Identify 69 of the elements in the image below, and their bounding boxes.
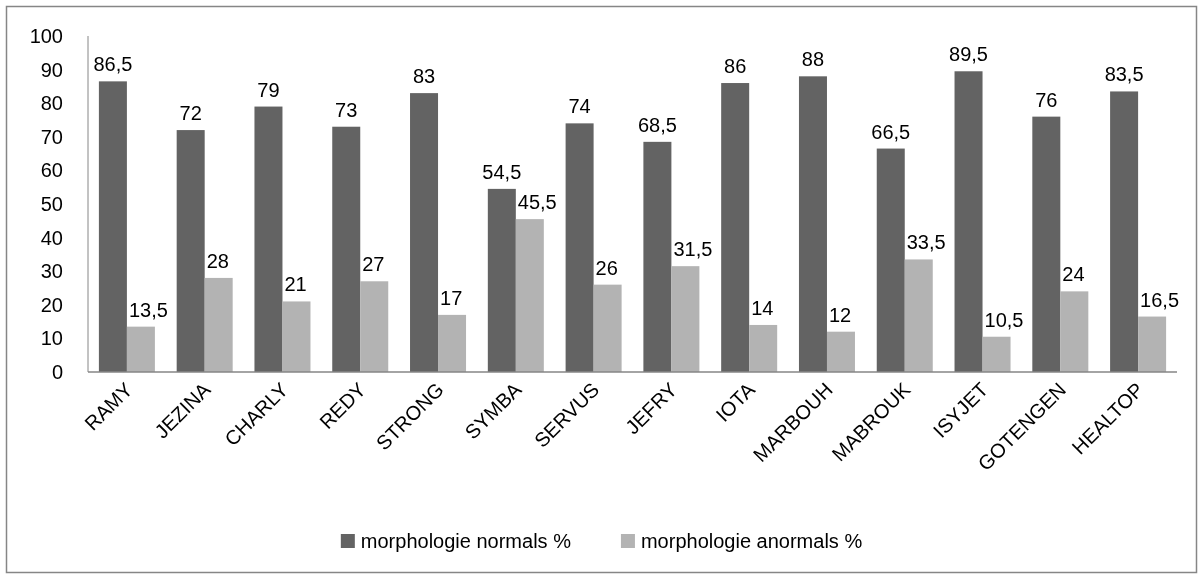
bar: [126, 326, 155, 372]
bar: [1032, 116, 1061, 372]
data-label: 12: [828, 303, 852, 326]
y-tick-label: 90: [40, 58, 63, 81]
y-tick-label: 80: [40, 92, 63, 115]
data-label: 45,5: [517, 191, 557, 214]
data-label: 10,5: [984, 308, 1024, 331]
data-label: 16,5: [1140, 288, 1180, 311]
bar: [721, 83, 750, 372]
bar: [282, 301, 311, 372]
data-label: 89,5: [949, 43, 988, 66]
data-label: 83,5: [1104, 63, 1144, 86]
bar: [204, 277, 233, 372]
bar: [798, 76, 827, 372]
data-label: 76: [1035, 88, 1058, 111]
data-label: 79: [257, 78, 280, 101]
legend-label: morphologie normals %: [360, 530, 572, 552]
y-tick-label: 0: [51, 361, 63, 383]
bar: [487, 188, 516, 372]
data-label: 66,5: [871, 120, 911, 143]
bar: [332, 126, 361, 372]
bar: [643, 141, 672, 372]
bar: [593, 284, 622, 372]
bar: [671, 266, 700, 372]
bar: [954, 71, 983, 372]
bar: [98, 81, 127, 372]
data-label: 68,5: [637, 113, 677, 136]
bar: [1138, 316, 1167, 372]
bar: [410, 93, 439, 372]
y-tick-label: 10: [40, 327, 63, 350]
data-label: 72: [179, 102, 202, 125]
y-tick-label: 70: [40, 125, 63, 148]
data-label: 74: [568, 95, 591, 118]
bar: [565, 123, 594, 372]
bar: [176, 130, 205, 372]
bar: [982, 336, 1011, 372]
data-label: 54,5: [482, 160, 522, 183]
bar: [876, 148, 905, 372]
bar: [826, 331, 855, 372]
bar: [515, 219, 544, 372]
y-tick-label: 50: [40, 193, 63, 215]
bar: [749, 324, 778, 372]
bar: [360, 281, 389, 372]
data-label: 86,5: [93, 53, 133, 76]
data-label: 26: [595, 256, 618, 279]
data-label: 24: [1062, 263, 1085, 286]
data-label: 28: [206, 249, 229, 272]
y-tick-label: 20: [40, 293, 63, 316]
y-tick-label: 30: [40, 260, 63, 283]
data-label: 13,5: [128, 298, 168, 321]
data-label: 14: [751, 296, 774, 319]
bar: [1060, 291, 1089, 372]
bar: [904, 259, 933, 372]
data-label: 27: [362, 253, 385, 276]
bar: [438, 314, 467, 372]
y-tick-label: 40: [40, 226, 63, 249]
data-label: 88: [801, 48, 825, 71]
bar: [1110, 91, 1139, 372]
legend-label: morphologie anormals %: [640, 530, 863, 552]
data-label: 73: [335, 98, 358, 121]
y-tick-label: 100: [29, 25, 63, 47]
bar: [254, 106, 283, 372]
data-label: 86: [724, 55, 747, 78]
data-label: 17: [440, 286, 463, 309]
data-label: 33,5: [906, 231, 946, 254]
data-label: 31,5: [673, 238, 713, 261]
y-tick-label: 60: [40, 159, 63, 182]
data-label: 21: [284, 273, 307, 296]
data-label: 83: [412, 65, 436, 88]
